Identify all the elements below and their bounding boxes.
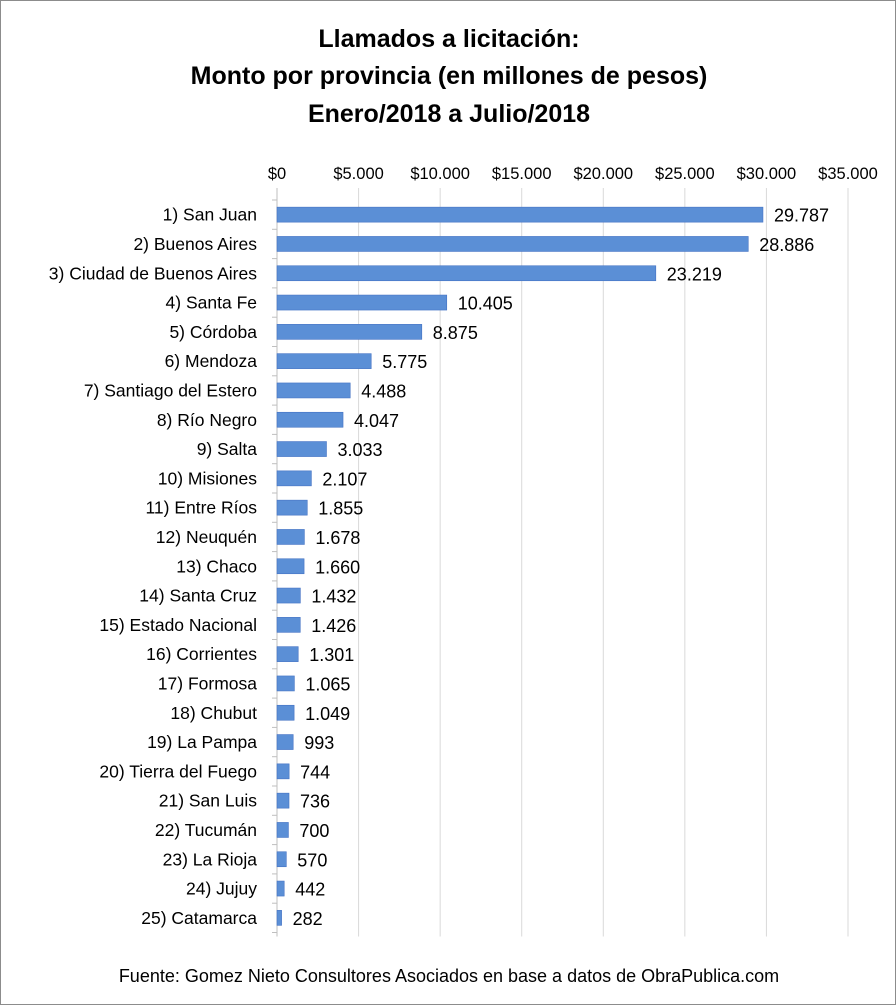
data-label: 736	[300, 792, 330, 812]
data-label: 442	[295, 880, 325, 900]
category-label: 4) Santa Fe	[166, 293, 257, 313]
x-tick-label: $15.000	[492, 165, 552, 183]
category-label: 2) Buenos Aires	[133, 234, 257, 254]
category-label: 23) La Rioja	[163, 849, 258, 869]
data-label: 700	[299, 821, 329, 841]
chart-title-line: Llamados a licitación:	[318, 25, 579, 53]
data-label: 282	[293, 909, 323, 929]
category-label: 22) Tucumán	[155, 820, 257, 840]
bar	[276, 822, 289, 838]
data-label: 5.775	[382, 352, 427, 372]
bar	[276, 441, 327, 457]
category-label: 5) Córdoba	[169, 322, 257, 342]
category-label: 16) Corrientes	[146, 644, 257, 664]
data-label: 29.787	[774, 206, 829, 226]
x-axis-ticks: $0 $5.000 $10.000 $15.000 $20.000 $25.000 $30.…	[268, 165, 878, 183]
y-axis-categories: 1) San Juan 2) Buenos Aires 3) Ciudad de B…	[49, 205, 257, 928]
x-tick-label: $30.000	[737, 165, 797, 183]
bar	[276, 529, 305, 545]
data-label: 2.107	[322, 469, 367, 489]
data-label: 570	[297, 850, 327, 870]
category-label: 17) Formosa	[158, 673, 257, 693]
bar	[276, 587, 301, 604]
bar	[276, 734, 294, 750]
bar	[276, 910, 282, 926]
category-label: 20) Tierra del Fuego	[99, 761, 257, 781]
category-label: 19) La Pampa	[147, 732, 257, 752]
chart-title-line: Monto por provincia (en millones de peso…	[191, 62, 708, 90]
data-label: 1.678	[315, 528, 360, 548]
bar	[276, 792, 290, 809]
chart-title-line: Enero/2018 a Julio/2018	[308, 100, 590, 128]
data-label: 4.047	[354, 411, 399, 431]
bar	[276, 236, 749, 252]
category-label: 12) Neuquén	[156, 527, 257, 547]
x-tick-label: $25.000	[655, 165, 715, 183]
data-label: 28.886	[759, 235, 814, 255]
category-label: 24) Jujuy	[186, 879, 257, 899]
bar	[276, 617, 301, 633]
bar	[276, 353, 372, 369]
data-label: 744	[300, 762, 330, 782]
data-label: 1.426	[311, 616, 356, 636]
data-label: 1.432	[311, 587, 356, 607]
category-label: 13) Chaco	[176, 556, 257, 576]
data-label: 1.301	[309, 645, 354, 665]
data-label: 1.065	[305, 674, 350, 694]
category-label: 21) San Luis	[159, 791, 258, 811]
bar	[276, 382, 351, 399]
category-label: 14) Santa Cruz	[139, 586, 257, 606]
bar	[276, 265, 657, 282]
x-tick-label: $20.000	[573, 165, 633, 183]
bar	[276, 499, 308, 516]
bar	[276, 880, 285, 897]
data-label: 3.033	[337, 440, 382, 460]
bar	[276, 558, 305, 575]
data-label: 1.049	[305, 704, 350, 724]
category-label: 3) Ciudad de Buenos Aires	[49, 263, 257, 283]
data-label: 4.488	[361, 381, 406, 401]
category-label: 7) Santiago del Estero	[84, 380, 257, 400]
category-label: 18) Chubut	[170, 703, 257, 723]
bar	[276, 470, 312, 487]
category-label: 6) Mendoza	[165, 351, 258, 371]
data-labels: 29.787 28.886 23.219 10.405 8.875 5.775 4.488 4…	[293, 206, 829, 929]
bar	[276, 675, 295, 692]
category-label: 9) Salta	[197, 439, 258, 459]
x-tick-label: $10.000	[410, 165, 470, 183]
data-label: 1.855	[318, 499, 363, 519]
chart-title: Llamados a licitación: Monto por provinci…	[191, 25, 708, 128]
bar	[276, 206, 764, 223]
gridlines	[272, 188, 849, 937]
data-label: 10.405	[458, 294, 513, 314]
category-label: 8) Río Negro	[157, 410, 257, 430]
bar	[276, 324, 423, 340]
bars	[276, 206, 764, 926]
data-label: 993	[304, 733, 334, 753]
bar	[276, 294, 448, 311]
source-note: Fuente: Gomez Nieto Consultores Asociado…	[119, 966, 779, 986]
data-label: 1.660	[315, 557, 360, 577]
data-label: 23.219	[667, 264, 722, 284]
bar	[276, 646, 299, 662]
x-tick-label: $35.000	[818, 165, 878, 183]
bar	[276, 411, 344, 428]
x-tick-label: $0	[268, 165, 286, 183]
bar	[276, 763, 290, 780]
category-label: 10) Misiones	[158, 468, 257, 488]
data-label: 8.875	[433, 323, 478, 343]
category-label: 25) Catamarca	[141, 908, 257, 928]
category-label: 11) Entre Ríos	[145, 498, 257, 518]
category-label: 1) San Juan	[163, 205, 257, 225]
bar	[276, 704, 295, 721]
bar	[276, 851, 287, 868]
x-tick-label: $5.000	[333, 165, 383, 183]
category-label: 15) Estado Nacional	[99, 615, 257, 635]
